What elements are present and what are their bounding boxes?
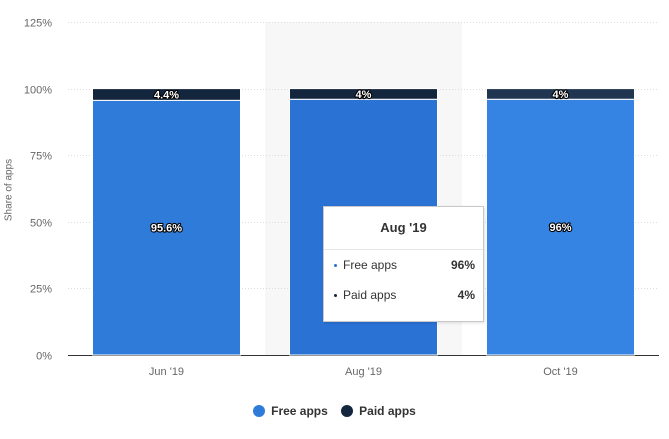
- y-tick-label: 125%: [24, 18, 52, 30]
- bar-paid-apps[interactable]: [486, 88, 635, 100]
- tooltip-paid-value: 4%: [457, 288, 475, 302]
- bar-paid-apps[interactable]: [289, 88, 438, 100]
- tooltip-paid-label: Paid apps: [343, 288, 397, 302]
- data-label: 4%: [553, 89, 569, 101]
- tooltip-free-dot-icon: [334, 264, 337, 268]
- tooltip-title: Aug '19: [324, 207, 483, 250]
- y-axis-label: Share of apps: [3, 158, 15, 222]
- legend-paid-label: Paid apps: [359, 404, 416, 418]
- data-label: 4%: [356, 89, 372, 101]
- legend-item-free-apps[interactable]: Free apps: [253, 402, 328, 420]
- legend-paid-swatch-icon: [341, 405, 354, 417]
- legend-free-label: Free apps: [271, 404, 328, 418]
- tooltip-paid-dot-icon: [334, 294, 337, 298]
- x-tick-label: Aug '19: [345, 366, 382, 378]
- tooltip-free-value: 96%: [450, 258, 475, 272]
- tooltip-row-free: Free apps 96%: [324, 250, 483, 280]
- y-tick-label: 100%: [24, 85, 52, 97]
- y-tick-label: 50%: [30, 218, 52, 230]
- legend: Free apps Paid apps: [0, 402, 669, 420]
- tooltip-row-paid: Paid apps 4%: [324, 280, 483, 310]
- data-label: 96%: [549, 222, 571, 234]
- x-tick-label: Oct '19: [543, 366, 578, 378]
- data-label: 4.4%: [154, 89, 179, 101]
- legend-item-paid-apps[interactable]: Paid apps: [341, 402, 416, 420]
- bar-paid-apps[interactable]: [92, 88, 241, 101]
- tooltip: Aug '19 Free apps 96% Paid apps 4%: [323, 206, 484, 322]
- bar-free-apps[interactable]: [486, 98, 635, 356]
- y-tick-label: 0%: [36, 351, 52, 363]
- data-label: 95.6%: [151, 223, 182, 235]
- bar-free-apps[interactable]: [92, 99, 241, 356]
- legend-free-swatch-icon: [253, 405, 266, 417]
- x-tick-label: Jun '19: [149, 366, 184, 378]
- y-tick-label: 25%: [30, 284, 52, 296]
- tooltip-free-label: Free apps: [343, 258, 398, 272]
- y-tick-label: 75%: [30, 151, 52, 163]
